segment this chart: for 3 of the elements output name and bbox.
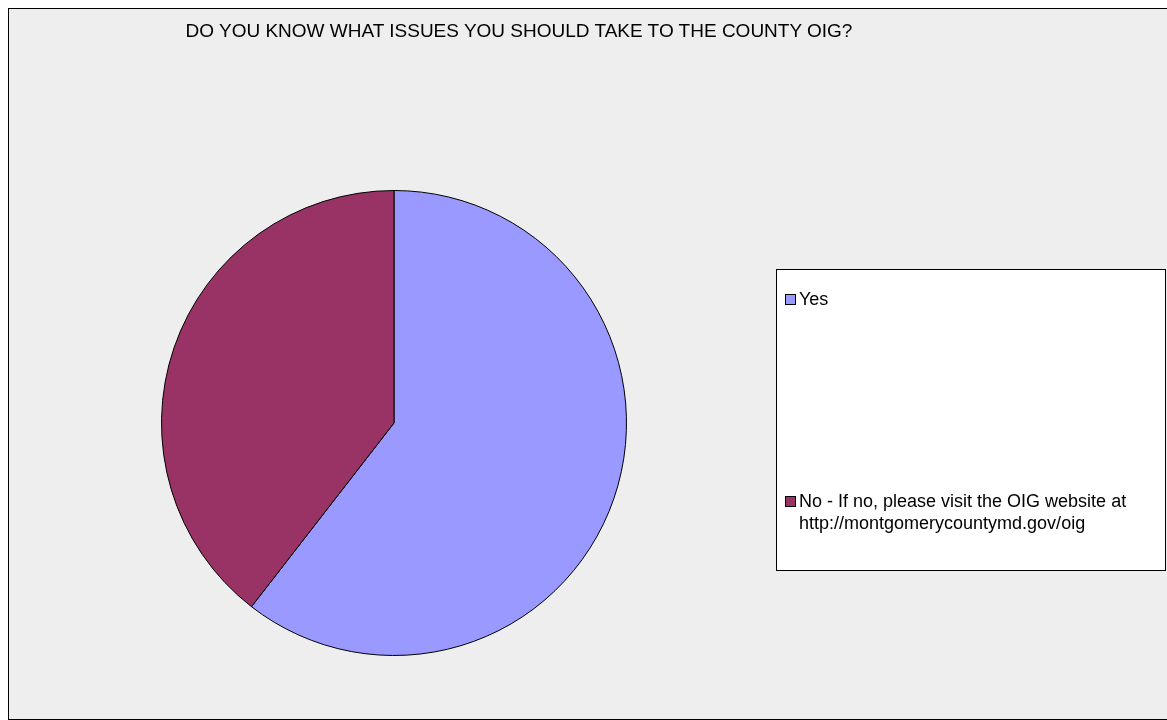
legend-label: Yes <box>799 288 830 310</box>
legend-label: No - If no, please visit the OIG website at http://montgomerycountymd.gov/oig <box>799 490 1128 534</box>
chart-title: DO YOU KNOW WHAT ISSUES YOU SHOULD TAKE TO THE COUNTY OIG? <box>184 19 854 43</box>
